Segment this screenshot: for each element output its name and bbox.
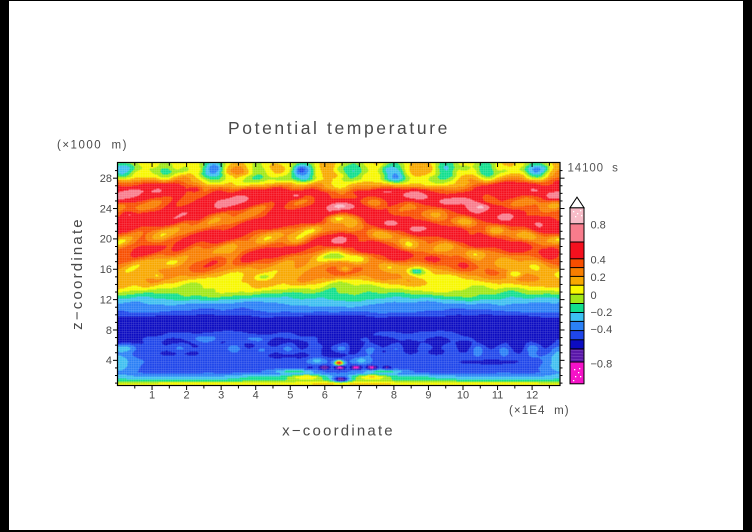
- svg-text:24: 24: [100, 203, 112, 215]
- svg-text:6: 6: [322, 390, 328, 402]
- svg-text:2: 2: [184, 390, 190, 402]
- svg-text:20: 20: [100, 234, 112, 246]
- svg-text:11: 11: [492, 390, 503, 402]
- svg-text:x−coordinate: x−coordinate: [282, 423, 395, 440]
- svg-text:0.4: 0.4: [591, 254, 606, 266]
- svg-text:7: 7: [356, 390, 362, 402]
- svg-text:12: 12: [526, 390, 538, 402]
- svg-text:4: 4: [106, 355, 112, 367]
- svg-text:10: 10: [457, 390, 469, 402]
- svg-text:0.2: 0.2: [591, 272, 606, 284]
- svg-text:0: 0: [591, 290, 597, 302]
- svg-text:9: 9: [425, 390, 431, 402]
- svg-text:3: 3: [218, 390, 224, 402]
- svg-text:16: 16: [100, 264, 112, 276]
- svg-text:(×1E4 m): (×1E4 m): [509, 405, 570, 417]
- svg-text:28: 28: [100, 173, 112, 185]
- svg-text:4: 4: [253, 390, 259, 402]
- svg-text:1: 1: [149, 390, 155, 402]
- svg-text:Potential temperature: Potential temperature: [228, 118, 450, 138]
- svg-text:−0.4: −0.4: [591, 324, 613, 336]
- svg-text:12: 12: [100, 294, 112, 306]
- svg-text:14100 s: 14100 s: [568, 163, 619, 175]
- svg-text:(×1000 m): (×1000 m): [57, 140, 128, 152]
- svg-text:8: 8: [106, 325, 112, 337]
- svg-text:−0.8: −0.8: [591, 358, 613, 370]
- svg-text:5: 5: [287, 390, 293, 402]
- svg-text:z−coordinate: z−coordinate: [69, 217, 86, 330]
- svg-text:−0.2: −0.2: [591, 307, 613, 319]
- svg-text:8: 8: [391, 390, 397, 402]
- svg-text:0.8: 0.8: [591, 219, 606, 231]
